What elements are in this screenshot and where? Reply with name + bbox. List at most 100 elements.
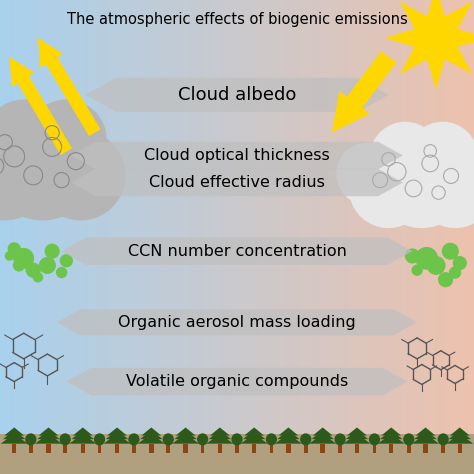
Polygon shape	[57, 310, 417, 336]
Polygon shape	[107, 428, 127, 436]
Circle shape	[416, 149, 474, 228]
Circle shape	[60, 254, 73, 267]
Circle shape	[442, 243, 459, 260]
Polygon shape	[344, 434, 371, 444]
Polygon shape	[313, 428, 333, 436]
Polygon shape	[140, 430, 163, 439]
Polygon shape	[46, 444, 51, 453]
Polygon shape	[332, 51, 396, 133]
Text: Organic aerosol mass loading: Organic aerosol mass loading	[118, 315, 356, 330]
Polygon shape	[270, 446, 273, 453]
Circle shape	[0, 123, 17, 194]
Polygon shape	[3, 430, 26, 439]
Polygon shape	[69, 434, 96, 444]
Polygon shape	[338, 446, 342, 453]
Bar	[0, 434, 474, 474]
Text: Volatile organic compounds: Volatile organic compounds	[126, 374, 348, 389]
Polygon shape	[355, 444, 359, 453]
Circle shape	[449, 266, 461, 279]
Polygon shape	[85, 78, 389, 112]
Circle shape	[13, 259, 25, 272]
Polygon shape	[37, 430, 60, 439]
Circle shape	[5, 251, 14, 261]
Circle shape	[56, 267, 67, 278]
Ellipse shape	[335, 433, 346, 446]
Polygon shape	[176, 428, 195, 436]
Circle shape	[0, 100, 64, 180]
Polygon shape	[71, 169, 403, 196]
Polygon shape	[172, 434, 199, 444]
Polygon shape	[277, 430, 300, 439]
Polygon shape	[1, 434, 27, 444]
Polygon shape	[347, 428, 367, 436]
Text: Cloud optical thickness: Cloud optical thickness	[144, 148, 330, 163]
Circle shape	[374, 132, 470, 228]
Polygon shape	[72, 430, 94, 439]
Circle shape	[407, 122, 474, 192]
Circle shape	[405, 248, 420, 264]
Polygon shape	[62, 237, 412, 265]
Text: CCN number concentration: CCN number concentration	[128, 244, 346, 259]
Circle shape	[8, 242, 21, 255]
Circle shape	[0, 130, 50, 220]
Ellipse shape	[128, 433, 139, 446]
Polygon shape	[174, 430, 197, 439]
Polygon shape	[115, 444, 119, 453]
Circle shape	[415, 247, 438, 270]
Ellipse shape	[25, 433, 36, 446]
Polygon shape	[380, 430, 402, 439]
Ellipse shape	[60, 433, 71, 446]
Text: The atmospheric effects of biogenic emissions: The atmospheric effects of biogenic emis…	[67, 12, 407, 27]
Text: Cloud effective radius: Cloud effective radius	[149, 175, 325, 190]
Polygon shape	[407, 446, 410, 453]
Polygon shape	[38, 428, 58, 436]
Polygon shape	[9, 57, 72, 155]
Circle shape	[411, 264, 423, 276]
Circle shape	[26, 263, 41, 278]
Polygon shape	[244, 428, 264, 436]
Circle shape	[438, 272, 453, 287]
Polygon shape	[218, 444, 222, 453]
Polygon shape	[98, 446, 101, 453]
Ellipse shape	[438, 433, 449, 446]
Circle shape	[33, 272, 43, 283]
Polygon shape	[35, 434, 62, 444]
Polygon shape	[243, 430, 265, 439]
Ellipse shape	[94, 433, 105, 446]
Polygon shape	[29, 446, 33, 453]
Polygon shape	[450, 428, 470, 436]
Polygon shape	[373, 446, 376, 453]
Ellipse shape	[231, 433, 243, 446]
Ellipse shape	[403, 433, 414, 446]
Polygon shape	[138, 434, 165, 444]
Polygon shape	[416, 428, 436, 436]
Polygon shape	[414, 430, 437, 439]
Polygon shape	[166, 446, 170, 453]
Polygon shape	[210, 428, 230, 436]
Polygon shape	[66, 368, 408, 395]
Ellipse shape	[300, 433, 311, 446]
Polygon shape	[378, 434, 405, 444]
Circle shape	[337, 143, 399, 205]
Circle shape	[370, 122, 441, 192]
Polygon shape	[385, 0, 474, 89]
Ellipse shape	[266, 433, 277, 446]
Polygon shape	[309, 434, 336, 444]
Circle shape	[0, 111, 97, 220]
Ellipse shape	[369, 433, 380, 446]
Polygon shape	[286, 444, 291, 453]
Polygon shape	[275, 434, 302, 444]
Polygon shape	[235, 446, 239, 453]
Circle shape	[427, 256, 446, 275]
Polygon shape	[441, 446, 445, 453]
Text: Cloud albedo: Cloud albedo	[178, 86, 296, 104]
Ellipse shape	[163, 433, 174, 446]
Polygon shape	[71, 142, 403, 169]
Polygon shape	[346, 430, 368, 439]
Polygon shape	[423, 444, 428, 453]
Polygon shape	[183, 444, 188, 453]
Polygon shape	[206, 434, 233, 444]
Polygon shape	[241, 434, 268, 444]
Polygon shape	[73, 428, 93, 436]
Polygon shape	[38, 38, 100, 136]
